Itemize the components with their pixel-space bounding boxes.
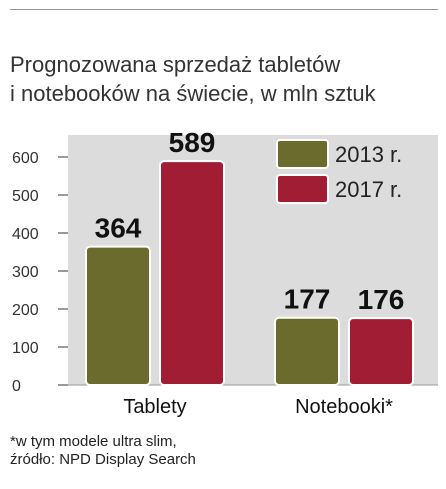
bar — [348, 317, 414, 386]
data-label: 589 — [169, 127, 216, 158]
legend-label: 2013 r. — [335, 142, 402, 167]
y-tick-label: 300 — [12, 264, 39, 281]
category-label: Tablety — [123, 396, 186, 418]
footnote: *w tym modele ultra slim, źródło: NPD Di… — [10, 433, 196, 469]
bar — [85, 245, 151, 386]
data-label: 176 — [358, 284, 405, 315]
legend-swatch — [276, 174, 329, 204]
legend-swatch — [276, 139, 329, 169]
y-tick-label: 500 — [12, 188, 39, 205]
footnote-line-2: źródło: NPD Display Search — [10, 451, 196, 468]
chart-title: Prognozowana sprzedaż tabletów i noteboo… — [10, 50, 440, 108]
y-tick-label: 0 — [12, 378, 21, 395]
title-line-1: Prognozowana sprzedaż tabletów — [10, 52, 341, 77]
y-tick-label: 100 — [12, 340, 39, 357]
data-label: 364 — [95, 213, 142, 244]
data-label: 177 — [284, 284, 331, 315]
title-line-2: i notebooków na świecie, w mln sztuk — [10, 81, 376, 106]
y-tick-label: 600 — [12, 150, 39, 167]
bar — [159, 160, 225, 386]
y-tick-label: 200 — [12, 302, 39, 319]
top-rule — [10, 9, 438, 10]
y-tick-label: 400 — [12, 226, 39, 243]
bar-chart: 0 100 200 300 400 500 600 364 589 Tablety 177 176 No… — [12, 127, 438, 418]
bar — [274, 316, 340, 386]
footnote-line-1: *w tym modele ultra slim, — [10, 433, 177, 450]
category-label: Notebooki* — [295, 396, 393, 418]
legend-label: 2017 r. — [335, 177, 402, 202]
